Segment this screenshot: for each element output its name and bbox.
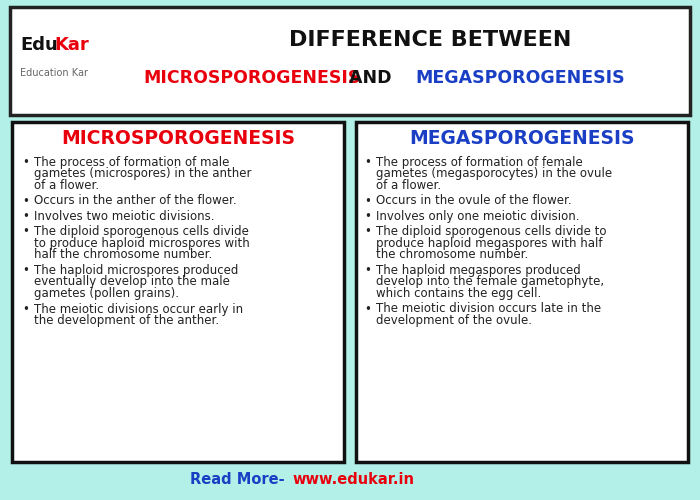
Text: •: •	[22, 210, 29, 223]
Text: The haploid megaspores produced: The haploid megaspores produced	[376, 264, 581, 277]
Text: of a flower.: of a flower.	[34, 179, 99, 192]
Text: The process of formation of male: The process of formation of male	[34, 156, 230, 169]
Text: •: •	[22, 194, 29, 207]
Text: development of the ovule.: development of the ovule.	[376, 314, 532, 327]
Text: MEGASPOROGENESIS: MEGASPOROGENESIS	[410, 128, 635, 148]
Text: Involves only one meiotic division.: Involves only one meiotic division.	[376, 210, 580, 223]
FancyBboxPatch shape	[12, 122, 344, 462]
Text: gametes (megasporocytes) in the ovule: gametes (megasporocytes) in the ovule	[376, 168, 612, 180]
Text: gametes (pollen grains).: gametes (pollen grains).	[34, 287, 179, 300]
Text: of a flower.: of a flower.	[376, 179, 441, 192]
Text: •: •	[364, 210, 371, 223]
Text: The process of formation of female: The process of formation of female	[376, 156, 582, 169]
Text: gametes (microspores) in the anther: gametes (microspores) in the anther	[34, 168, 251, 180]
Text: •: •	[364, 156, 371, 169]
Text: The diploid sporogenous cells divide to: The diploid sporogenous cells divide to	[376, 226, 606, 238]
Text: Involves two meiotic divisions.: Involves two meiotic divisions.	[34, 210, 214, 223]
Text: DIFFERENCE BETWEEN: DIFFERENCE BETWEEN	[289, 30, 571, 50]
Text: •: •	[22, 302, 29, 316]
FancyBboxPatch shape	[356, 122, 688, 462]
Text: MICROSPOROGENESIS: MICROSPOROGENESIS	[61, 128, 295, 148]
Text: •: •	[364, 194, 371, 207]
Text: develop into the female gametophyte,: develop into the female gametophyte,	[376, 276, 604, 288]
Text: the development of the anther.: the development of the anther.	[34, 314, 219, 327]
Text: MICROSPOROGENESIS: MICROSPOROGENESIS	[144, 69, 360, 87]
Text: Read More-: Read More-	[190, 472, 290, 488]
Text: which contains the egg cell.: which contains the egg cell.	[376, 287, 541, 300]
Text: half the chromosome number.: half the chromosome number.	[34, 248, 212, 262]
Text: MEGASPOROGENESIS: MEGASPOROGENESIS	[415, 69, 625, 87]
Text: Occurs in the ovule of the flower.: Occurs in the ovule of the flower.	[376, 194, 572, 207]
Text: to produce haploid microspores with: to produce haploid microspores with	[34, 237, 250, 250]
Text: The meiotic division occurs late in the: The meiotic division occurs late in the	[376, 302, 601, 316]
Text: •: •	[364, 226, 371, 238]
Text: The meiotic divisions occur early in: The meiotic divisions occur early in	[34, 302, 243, 316]
Text: the chromosome number.: the chromosome number.	[376, 248, 528, 262]
Text: Edu: Edu	[20, 36, 57, 54]
Text: eventually develop into the male: eventually develop into the male	[34, 276, 230, 288]
Text: •: •	[22, 226, 29, 238]
Text: AND: AND	[337, 69, 403, 87]
Text: produce haploid megaspores with half: produce haploid megaspores with half	[376, 237, 603, 250]
Text: •: •	[364, 302, 371, 316]
Text: •: •	[22, 156, 29, 169]
FancyBboxPatch shape	[10, 7, 690, 115]
Text: Occurs in the anther of the flower.: Occurs in the anther of the flower.	[34, 194, 237, 207]
Text: •: •	[364, 264, 371, 277]
Text: The diploid sporogenous cells divide: The diploid sporogenous cells divide	[34, 226, 249, 238]
Text: Kar: Kar	[54, 36, 89, 54]
Text: •: •	[22, 264, 29, 277]
Text: Education Kar: Education Kar	[20, 68, 88, 78]
Text: www.edukar.in: www.edukar.in	[292, 472, 414, 488]
Text: The haploid microspores produced: The haploid microspores produced	[34, 264, 239, 277]
